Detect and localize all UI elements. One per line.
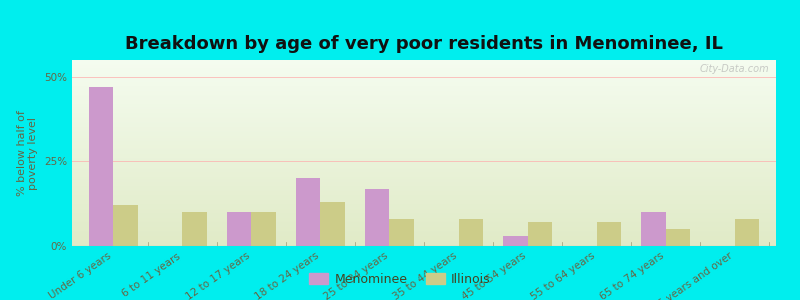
Title: Breakdown by age of very poor residents in Menominee, IL: Breakdown by age of very poor residents … [125,35,723,53]
Bar [114,206,138,246]
Bar [734,219,758,246]
Bar [366,188,390,246]
Bar [182,212,206,246]
Bar [251,212,276,246]
Bar [503,236,527,246]
Bar [390,219,414,246]
Bar [90,87,114,246]
Bar [227,212,251,246]
Text: City-Data.com: City-Data.com [699,64,769,74]
Bar [666,229,690,246]
Bar [321,202,345,246]
Bar [458,219,482,246]
Bar [296,178,321,246]
Y-axis label: % below half of
poverty level: % below half of poverty level [17,110,38,196]
Bar [642,212,666,246]
Bar [527,222,552,246]
Legend: Menominee, Illinois: Menominee, Illinois [304,268,496,291]
Bar [597,222,621,246]
